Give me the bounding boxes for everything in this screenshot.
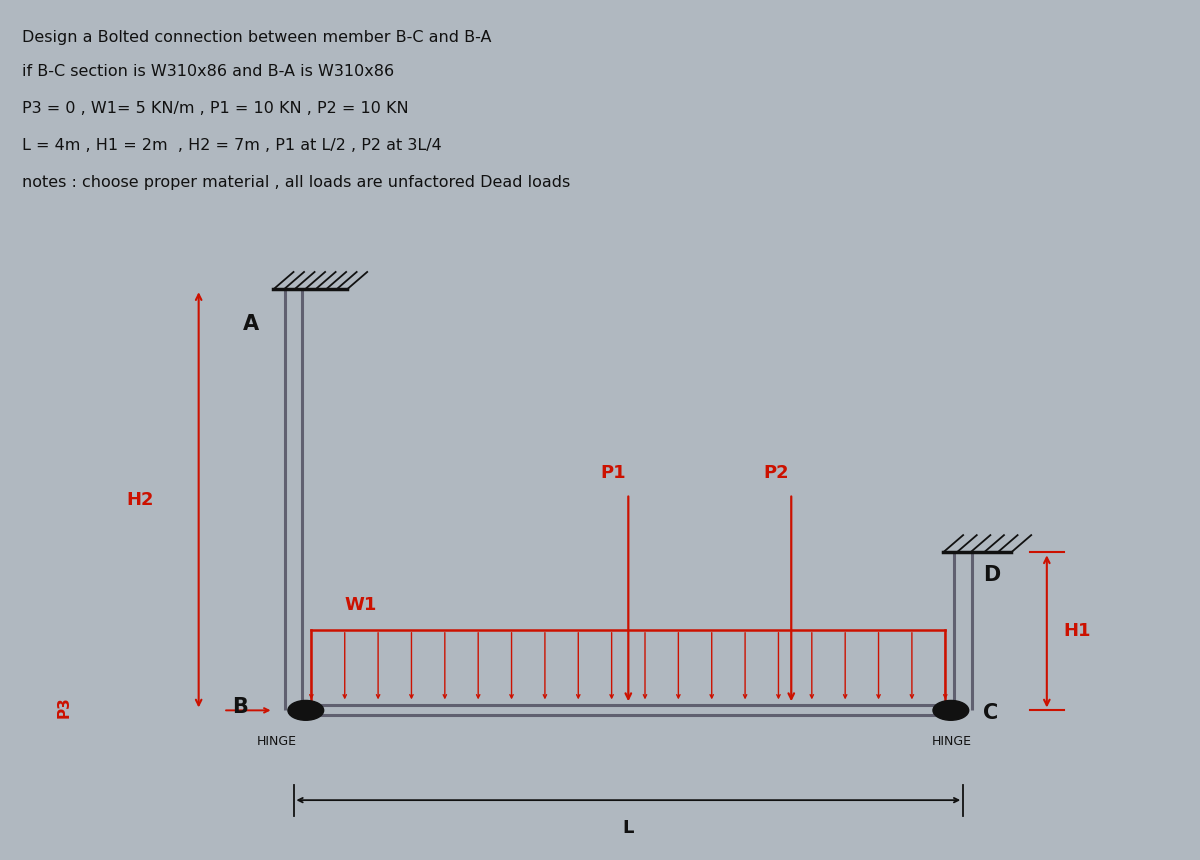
Text: Design a Bolted connection between member B-C and B-A: Design a Bolted connection between membe… — [22, 30, 491, 45]
Text: P3: P3 — [56, 697, 72, 718]
Text: P3 = 0 , W1= 5 KN/m , P1 = 10 KN , P2 = 10 KN: P3 = 0 , W1= 5 KN/m , P1 = 10 KN , P2 = … — [22, 101, 408, 116]
Text: H2: H2 — [126, 491, 154, 509]
Text: W1: W1 — [344, 596, 377, 614]
Circle shape — [932, 700, 968, 721]
Text: if B-C section is W310x86 and B-A is W310x86: if B-C section is W310x86 and B-A is W31… — [22, 64, 394, 79]
Text: P1: P1 — [600, 464, 626, 482]
Text: notes : choose proper material , all loads are unfactored Dead loads: notes : choose proper material , all loa… — [22, 175, 570, 190]
Text: L = 4m , H1 = 2m  , H2 = 7m , P1 at L/2 , P2 at 3L/4: L = 4m , H1 = 2m , H2 = 7m , P1 at L/2 ,… — [22, 138, 442, 152]
Text: HINGE: HINGE — [932, 735, 972, 748]
Text: C: C — [983, 703, 998, 723]
Text: H1: H1 — [1063, 623, 1091, 641]
Text: L: L — [623, 819, 634, 837]
Text: D: D — [983, 565, 1001, 585]
Text: A: A — [244, 314, 259, 334]
Text: P2: P2 — [763, 464, 788, 482]
Text: HINGE: HINGE — [257, 735, 296, 748]
Circle shape — [288, 700, 324, 721]
Text: B: B — [232, 697, 248, 717]
